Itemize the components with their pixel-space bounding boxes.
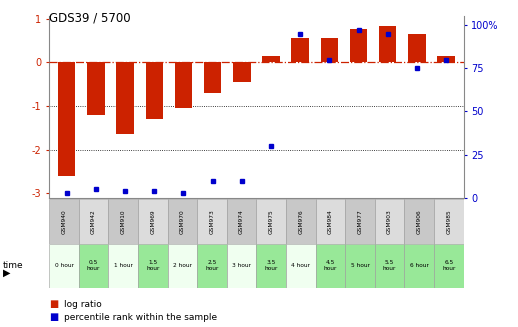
Bar [379, 26, 396, 62]
Text: GDS39 / 5700: GDS39 / 5700 [49, 11, 131, 25]
Bar [315, 199, 345, 244]
Text: GSM910: GSM910 [121, 209, 126, 234]
Text: ■: ■ [49, 299, 59, 309]
Text: GSM942: GSM942 [91, 209, 96, 234]
Bar [168, 199, 197, 244]
Text: GSM940: GSM940 [62, 209, 66, 234]
Text: time: time [3, 261, 23, 270]
Text: GSM969: GSM969 [150, 209, 155, 234]
Bar [292, 38, 309, 62]
Bar [58, 62, 76, 176]
Text: 2.5
hour: 2.5 hour [205, 260, 219, 271]
Text: 4 hour: 4 hour [291, 263, 310, 268]
Bar [227, 244, 256, 288]
Bar [79, 199, 108, 244]
Bar [434, 199, 464, 244]
Bar [286, 199, 315, 244]
Text: GSM975: GSM975 [269, 209, 274, 234]
Bar [138, 244, 168, 288]
Bar [168, 244, 197, 288]
Bar [49, 244, 79, 288]
Bar [375, 244, 405, 288]
Text: ▶: ▶ [3, 268, 10, 278]
Text: 5.5
hour: 5.5 hour [383, 260, 396, 271]
Text: 1.5
hour: 1.5 hour [146, 260, 160, 271]
Bar [286, 244, 315, 288]
Bar [405, 199, 434, 244]
Text: 1 hour: 1 hour [114, 263, 133, 268]
Bar [146, 62, 163, 119]
Bar [321, 38, 338, 62]
Bar [49, 199, 79, 244]
Bar [315, 244, 345, 288]
Text: 3 hour: 3 hour [232, 263, 251, 268]
Bar [405, 244, 434, 288]
Text: 2 hour: 2 hour [173, 263, 192, 268]
Text: GSM970: GSM970 [180, 209, 185, 234]
Bar [108, 199, 138, 244]
Text: ■: ■ [49, 312, 59, 322]
Bar [233, 62, 251, 82]
Bar [375, 199, 405, 244]
Bar [256, 244, 286, 288]
Text: percentile rank within the sample: percentile rank within the sample [64, 313, 217, 322]
Text: GSM974: GSM974 [239, 209, 244, 234]
Text: GSM984: GSM984 [328, 209, 333, 234]
Text: 5 hour: 5 hour [351, 263, 369, 268]
Bar [262, 56, 280, 62]
Text: GSM976: GSM976 [298, 209, 304, 234]
Bar [197, 244, 227, 288]
Bar [350, 29, 367, 62]
Text: log ratio: log ratio [64, 300, 102, 309]
Text: 0 hour: 0 hour [54, 263, 74, 268]
Text: GSM906: GSM906 [416, 209, 422, 234]
Text: 4.5
hour: 4.5 hour [324, 260, 337, 271]
Bar [408, 34, 426, 62]
Text: 6 hour: 6 hour [410, 263, 429, 268]
Text: 0.5
hour: 0.5 hour [87, 260, 100, 271]
Bar [256, 199, 286, 244]
Bar [227, 199, 256, 244]
Bar [87, 62, 105, 115]
Text: GSM973: GSM973 [209, 209, 214, 234]
Text: GSM977: GSM977 [357, 209, 363, 234]
Text: 6.5
hour: 6.5 hour [442, 260, 455, 271]
Text: GSM903: GSM903 [387, 209, 392, 234]
Text: 3.5
hour: 3.5 hour [265, 260, 278, 271]
Bar [197, 199, 227, 244]
Bar [204, 62, 221, 93]
Bar [138, 199, 168, 244]
Bar [437, 56, 455, 62]
Bar [345, 199, 375, 244]
Text: GSM985: GSM985 [447, 209, 451, 234]
Bar [108, 244, 138, 288]
Bar [345, 244, 375, 288]
Bar [175, 62, 192, 108]
Bar [79, 244, 108, 288]
Bar [117, 62, 134, 134]
Bar [434, 244, 464, 288]
